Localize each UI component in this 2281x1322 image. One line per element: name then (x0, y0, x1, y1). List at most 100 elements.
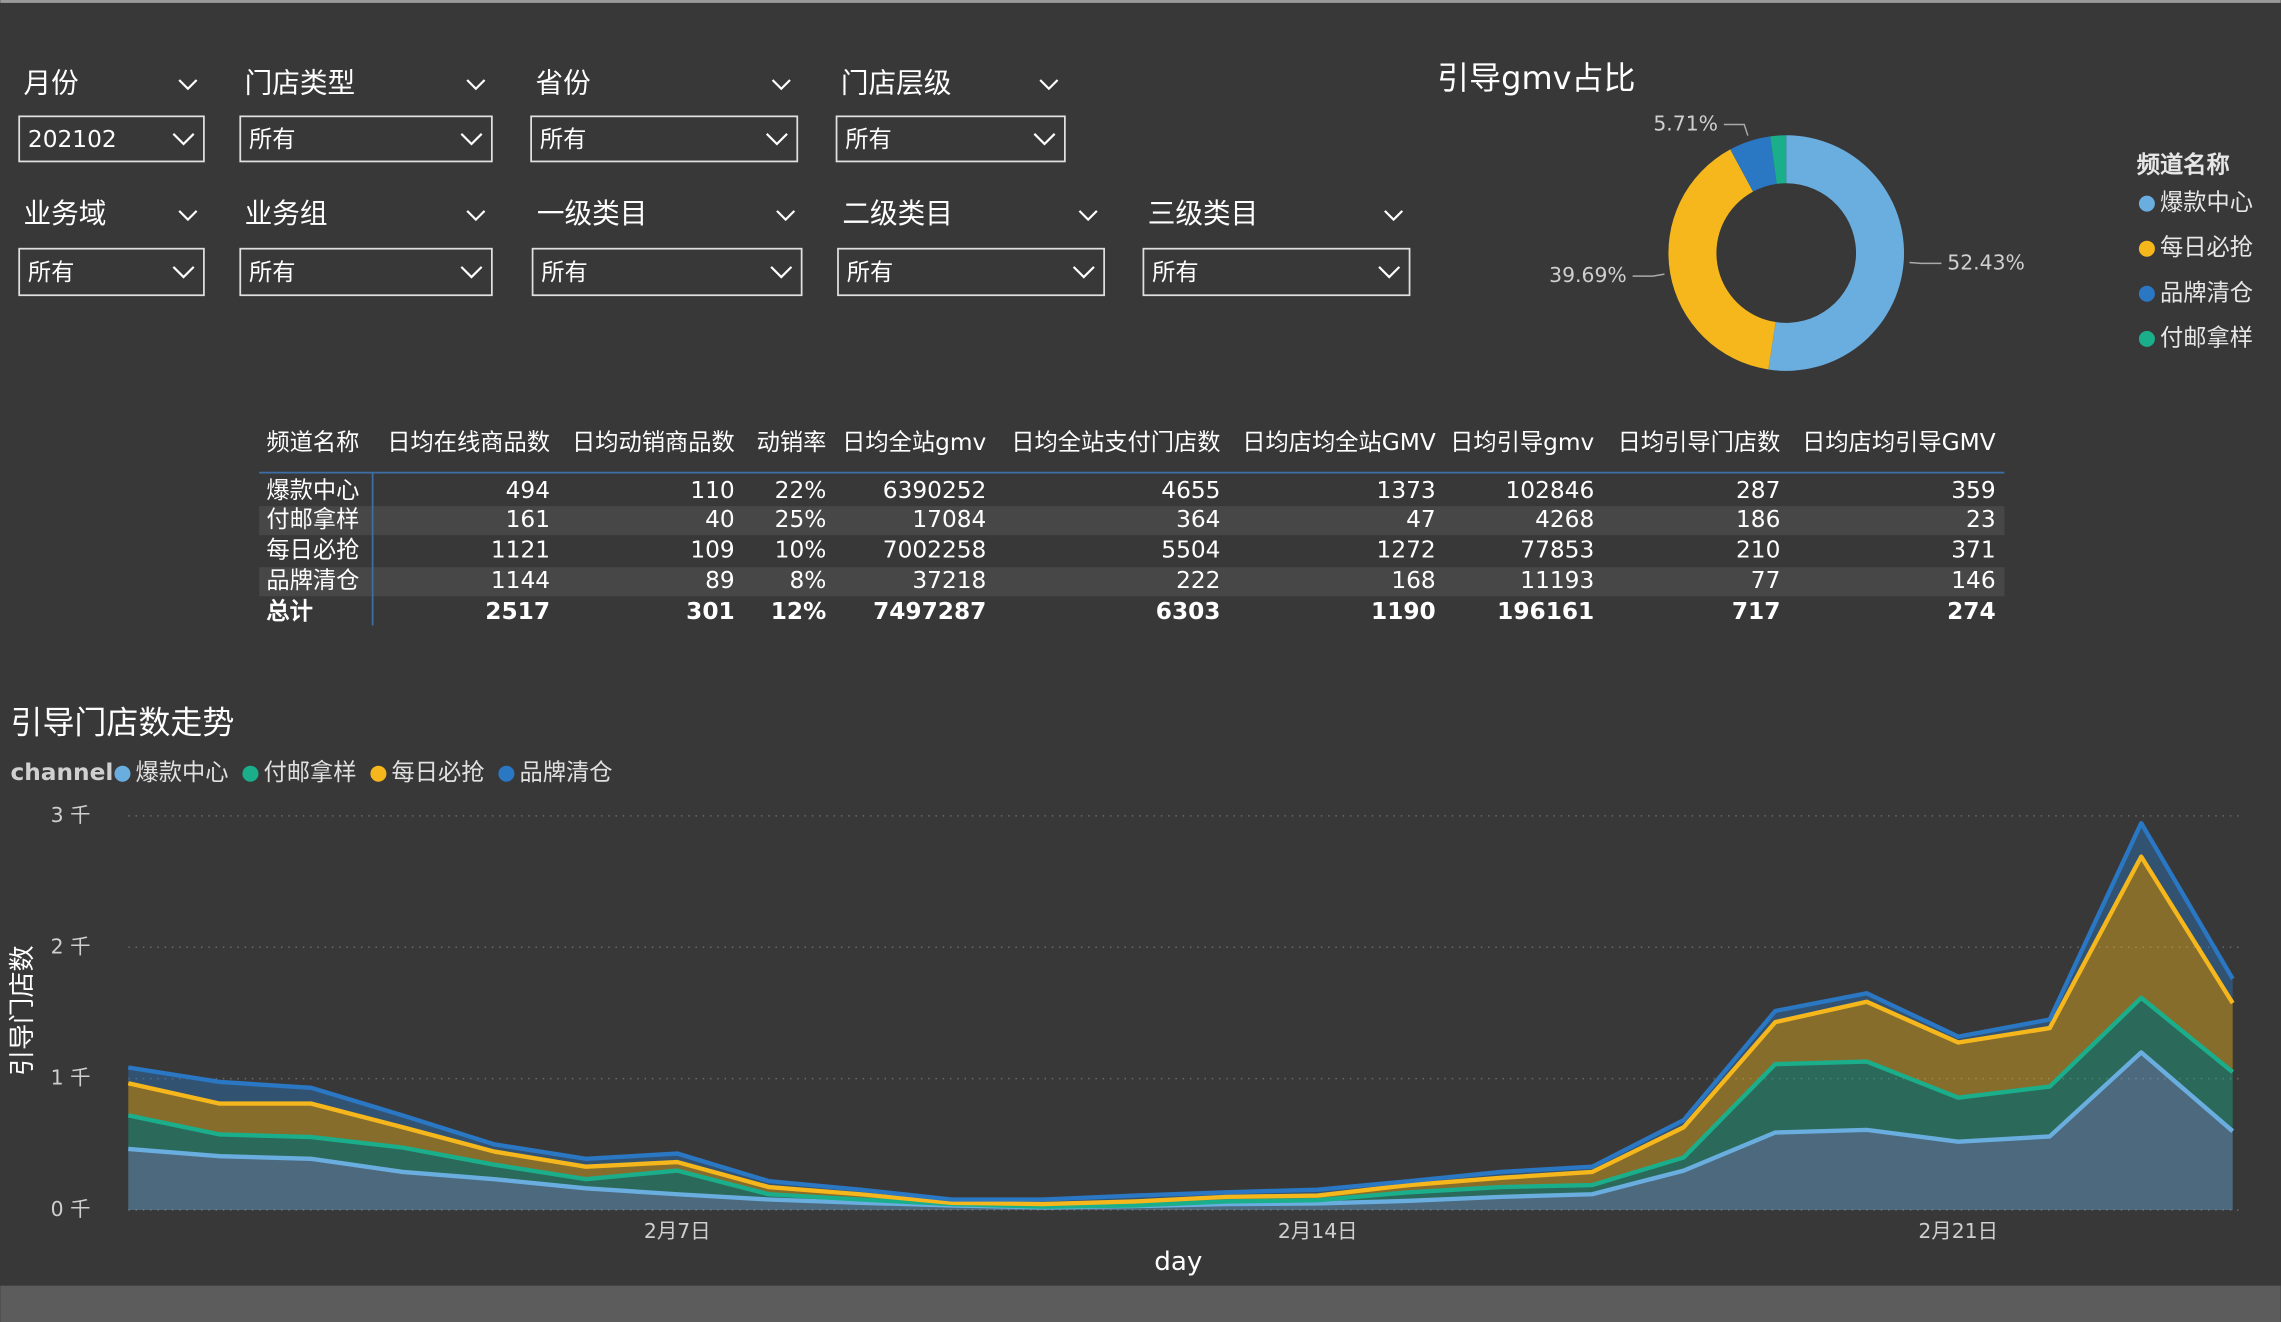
table-cell: 371 (1951, 537, 1995, 564)
area-fill (128, 856, 2233, 1207)
filter-collapse-icon (466, 79, 486, 91)
table-header: 日均在线商品数 (387, 429, 550, 456)
area-legend-title: channel (10, 759, 113, 786)
y-tick-label: 3 千 (51, 803, 91, 827)
table-cell: 89 (705, 567, 735, 594)
donut-label: 52.43% (1947, 250, 2025, 274)
table-cell: 8% (789, 567, 826, 594)
filter-dropdown[interactable] (239, 247, 493, 297)
x-tick-label: 2月14日 (1278, 1219, 1358, 1243)
table-header: 动销率 (757, 429, 827, 456)
filter-collapse-icon (178, 210, 198, 222)
y-axis-title: 引导门店数 (8, 945, 38, 1076)
table-cell: 287 (1736, 477, 1780, 504)
table-cell: 168 (1391, 567, 1435, 594)
table-total-cell: 274 (1947, 598, 1996, 625)
legend-label: 爆款中心 (136, 759, 229, 786)
y-tick-label: 1 千 (51, 1066, 91, 1090)
dropdown-arrow (172, 133, 195, 146)
filter-label: 门店类型 (245, 66, 356, 99)
table-cell: 40 (705, 506, 735, 533)
table-cell: 1144 (491, 567, 550, 594)
legend-label: 品牌清仓 (2160, 279, 2253, 306)
filter-value: 所有 (540, 126, 587, 153)
area-line (127, 995, 2235, 1209)
filter-dropdown[interactable] (835, 115, 1066, 163)
filter-label: 三级类目 (1148, 197, 1259, 230)
scrollbar[interactable] (0, 1285, 2281, 1322)
area-fill (128, 1052, 2233, 1211)
table-header: 日均全站支付门店数 (1011, 429, 1220, 456)
filter-label: 二级类目 (842, 197, 953, 230)
dropdown-arrow (172, 266, 195, 279)
legend-label: 品牌清仓 (519, 759, 612, 786)
dropdown-arrow (770, 266, 793, 279)
filter-collapse-icon (771, 79, 791, 91)
x-tick-label: 2月7日 (644, 1219, 711, 1243)
donut-slice (1730, 136, 1777, 192)
table-total-cell: 1190 (1371, 598, 1436, 625)
filter-collapse-icon (1384, 210, 1404, 222)
table-cell: 37218 (912, 567, 986, 594)
donut-label: 39.69% (1549, 263, 1627, 287)
table-cell: 22% (775, 477, 827, 504)
area-title: 引导门店数走势 (10, 703, 234, 741)
dropdown-arrow (765, 133, 788, 146)
filter-collapse-icon (178, 79, 198, 91)
table-cell: 爆款中心 (266, 477, 359, 504)
filter-value: 所有 (28, 259, 75, 286)
table-cell: 77853 (1520, 537, 1594, 564)
filter-value: 所有 (249, 259, 296, 286)
table-total-cell: 717 (1732, 598, 1781, 625)
table-cell: 6390252 (883, 477, 987, 504)
table-cell: 102846 (1505, 477, 1594, 504)
table-cell: 7002258 (883, 537, 987, 564)
table-cell: 25% (775, 506, 827, 533)
filter-label: 月份 (24, 66, 79, 99)
filter-dropdown[interactable] (239, 115, 493, 163)
table-cell: 161 (506, 506, 550, 533)
filter-dropdown[interactable] (837, 247, 1106, 297)
table-total-cell: 7497287 (873, 598, 986, 625)
filter-label: 业务组 (245, 197, 328, 230)
filter-value: 所有 (847, 259, 894, 286)
dropdown-arrow (1378, 266, 1401, 279)
table-header: 日均全站gmv (842, 429, 986, 456)
filter-value: 所有 (249, 126, 296, 153)
filter-dropdown[interactable] (531, 247, 803, 297)
table-header: 日均动销商品数 (572, 429, 735, 456)
donut-slice (1768, 135, 1905, 371)
filter-dropdown[interactable] (18, 115, 205, 163)
table-cell: 4268 (1535, 506, 1594, 533)
filter-label: 一级类目 (537, 197, 648, 230)
table-cell: 17084 (912, 506, 986, 533)
table-cell: 23 (1966, 506, 1996, 533)
x-tick-label: 2月21日 (1918, 1219, 1998, 1243)
table-cell: 品牌清仓 (266, 567, 359, 594)
table-total-cell: 6303 (1156, 598, 1221, 625)
filter-dropdown[interactable] (1142, 247, 1411, 297)
dropdown-arrow (1033, 133, 1056, 146)
table-total-cell: 196161 (1497, 598, 1594, 625)
filter-label: 业务域 (24, 197, 107, 230)
table-cell: 359 (1951, 477, 1995, 504)
table-header: 日均引导门店数 (1618, 429, 1781, 456)
filter-dropdown[interactable] (18, 247, 205, 297)
table-cell: 222 (1176, 567, 1220, 594)
y-tick-label: 2 千 (51, 934, 91, 958)
table-cell: 210 (1736, 537, 1780, 564)
leader-line (1909, 261, 1942, 265)
legend-marker (242, 765, 259, 782)
dropdown-arrow (460, 266, 483, 279)
legend-marker (2138, 195, 2155, 212)
leader-line (1723, 123, 1749, 136)
filter-dropdown[interactable] (530, 115, 799, 163)
table-cell: 5504 (1161, 537, 1220, 564)
donut-slice (1770, 135, 1787, 184)
filter-value: 所有 (845, 126, 892, 153)
table-cell: 1373 (1377, 477, 1436, 504)
table-header: 日均店均全站GMV (1242, 429, 1436, 456)
filter-label: 省份 (535, 66, 590, 99)
